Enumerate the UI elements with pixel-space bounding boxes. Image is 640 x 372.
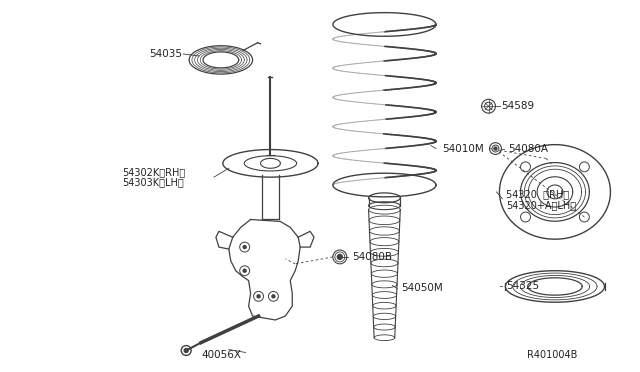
Text: 40056X: 40056X	[201, 350, 241, 360]
Text: R401004B: R401004B	[527, 350, 578, 360]
Text: 54325: 54325	[506, 282, 540, 292]
Text: 54035: 54035	[150, 49, 182, 59]
Text: 54050M: 54050M	[401, 283, 443, 294]
Text: 54303K〈LH〉: 54303K〈LH〉	[122, 177, 184, 187]
Circle shape	[257, 295, 260, 298]
Circle shape	[243, 246, 246, 248]
Text: 54010M: 54010M	[442, 144, 484, 154]
Circle shape	[494, 147, 497, 150]
Circle shape	[184, 349, 188, 353]
Circle shape	[337, 254, 342, 259]
Text: 54080B: 54080B	[352, 252, 392, 262]
Text: 54320  〈RH〉: 54320 〈RH〉	[506, 189, 570, 199]
Text: 54302K〈RH〉: 54302K〈RH〉	[122, 167, 185, 177]
Circle shape	[272, 295, 275, 298]
Text: 54320+A〈LH〩: 54320+A〈LH〩	[506, 200, 577, 210]
Text: 54589: 54589	[501, 101, 534, 111]
Text: 54080A: 54080A	[508, 144, 548, 154]
Circle shape	[243, 269, 246, 272]
